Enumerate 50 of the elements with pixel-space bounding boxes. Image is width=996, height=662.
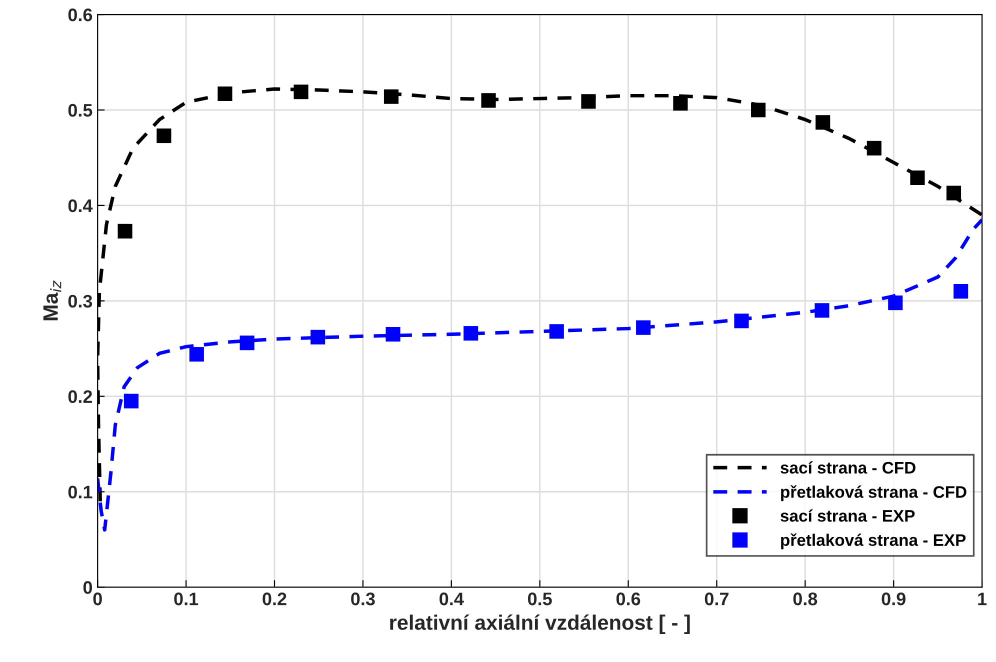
legend-label: sací strana - CFD xyxy=(780,461,916,474)
x-tick-label: 0.8 xyxy=(793,592,818,606)
point xyxy=(294,84,308,100)
y-tick-label: 0.1 xyxy=(68,486,92,498)
y-tick-label: 0.2 xyxy=(68,390,92,404)
point xyxy=(888,296,903,310)
point xyxy=(118,224,132,238)
point xyxy=(549,324,564,339)
y-tick-label: 0.3 xyxy=(68,294,92,308)
x-tick-label: 0.3 xyxy=(351,592,375,606)
point xyxy=(954,284,968,299)
point xyxy=(310,330,326,344)
point xyxy=(673,96,688,111)
y-tick-label: 0.4 xyxy=(68,199,93,212)
point xyxy=(464,326,478,341)
x-tick-label: 0.2 xyxy=(262,592,286,606)
point xyxy=(156,128,172,144)
point xyxy=(124,394,138,408)
point xyxy=(481,93,496,108)
point xyxy=(814,303,830,318)
x-axis-title: relativní axiální vzdálenost [ - ] xyxy=(390,614,690,634)
point xyxy=(218,86,232,102)
point xyxy=(866,140,882,156)
point xyxy=(816,115,830,130)
y-tick-label: 0.6 xyxy=(68,8,92,22)
point xyxy=(240,336,254,350)
point xyxy=(581,94,596,109)
x-tick-label: 0.7 xyxy=(704,592,728,606)
point xyxy=(734,314,749,328)
point xyxy=(386,327,400,342)
legend-label: přetlaková strana - CFD xyxy=(781,485,966,502)
x-tick-label: 0.4 xyxy=(440,592,464,606)
point xyxy=(384,89,399,104)
point xyxy=(636,320,651,335)
y-tick-label: 0.5 xyxy=(68,104,92,117)
line-series xyxy=(98,218,982,532)
point xyxy=(946,186,962,200)
point xyxy=(910,170,925,186)
point xyxy=(751,102,766,118)
legend-label: sací strana - EXP xyxy=(780,509,915,522)
point xyxy=(189,347,204,362)
x-tick-label: 0.5 xyxy=(528,592,552,606)
y-tick-label: 0 xyxy=(83,581,92,594)
y-axis-title: Ma$_{iz}$ xyxy=(43,280,62,320)
legend-label: přetlaková strana - EXP xyxy=(781,533,966,550)
x-tick-label: 0 xyxy=(93,592,102,606)
x-tick-label: 0.6 xyxy=(616,592,640,606)
x-tick-label: 0.9 xyxy=(882,592,906,606)
x-tick-label: 1 xyxy=(978,592,987,606)
x-tick-label: 0.1 xyxy=(174,592,198,606)
